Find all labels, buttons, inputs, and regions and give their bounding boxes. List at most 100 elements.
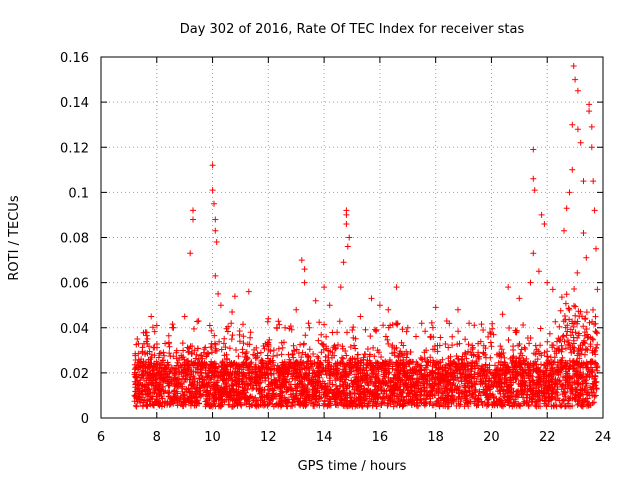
roti-point xyxy=(390,398,397,405)
roti-point xyxy=(424,393,431,399)
roti-point xyxy=(144,386,151,393)
roti-point xyxy=(486,375,493,382)
roti-point xyxy=(581,376,588,383)
roti-point xyxy=(286,356,293,363)
roti-point xyxy=(340,259,347,266)
roti-point xyxy=(449,342,456,349)
roti-point xyxy=(450,396,457,403)
roti-point xyxy=(157,372,164,378)
roti-point xyxy=(498,346,505,353)
roti-point xyxy=(214,382,221,389)
roti-point xyxy=(222,379,229,386)
roti-point xyxy=(174,359,181,366)
roti-point xyxy=(506,325,513,331)
roti-point xyxy=(270,353,277,360)
roti-point xyxy=(590,306,596,313)
roti-point xyxy=(299,383,306,390)
roti-point xyxy=(291,365,298,372)
roti-point xyxy=(581,337,587,344)
roti-point xyxy=(571,379,578,386)
roti-point xyxy=(206,322,213,329)
chart-title: Day 302 of 2016, Rate Of TEC Index for r… xyxy=(180,22,525,37)
roti-point xyxy=(166,368,173,375)
roti-point xyxy=(478,378,485,385)
roti-point xyxy=(291,347,298,354)
roti-point xyxy=(334,385,341,392)
y-tick-label: 0 xyxy=(81,412,89,427)
grid-lines xyxy=(101,57,603,418)
roti-point xyxy=(563,363,570,369)
roti-point xyxy=(444,385,451,392)
roti-point xyxy=(463,392,470,399)
roti-point xyxy=(415,403,422,410)
roti-point xyxy=(133,341,140,348)
roti-point xyxy=(233,392,239,399)
roti-point xyxy=(217,302,224,309)
roti-point xyxy=(208,327,215,334)
roti-point xyxy=(282,324,289,331)
roti-point xyxy=(275,318,282,325)
roti-point xyxy=(422,376,429,383)
roti-point xyxy=(261,345,268,352)
roti-point xyxy=(360,385,367,392)
roti-point xyxy=(541,388,548,395)
roti-point xyxy=(385,340,392,347)
roti-point xyxy=(554,359,561,365)
roti-point xyxy=(293,306,300,313)
roti-point xyxy=(304,385,311,392)
roti-point xyxy=(270,391,277,397)
roti-point xyxy=(246,341,253,348)
roti-point xyxy=(580,230,587,236)
roti-point xyxy=(142,361,149,368)
roti-point xyxy=(321,284,328,291)
roti-point xyxy=(420,372,427,379)
roti-point xyxy=(212,272,219,279)
roti-point xyxy=(339,354,345,361)
roti-point xyxy=(454,341,461,348)
roti-point xyxy=(344,398,351,405)
roti-point xyxy=(389,363,396,370)
roti-point xyxy=(163,374,170,381)
roti-point xyxy=(547,371,554,378)
roti-point xyxy=(498,384,505,391)
roti-point xyxy=(587,384,593,391)
roti-point xyxy=(170,353,177,360)
roti-point xyxy=(498,353,505,360)
roti-point xyxy=(368,295,375,302)
roti-point xyxy=(290,342,297,349)
roti-point xyxy=(429,324,436,331)
roti-point xyxy=(266,336,273,343)
roti-point xyxy=(250,397,257,404)
roti-point xyxy=(284,398,291,405)
roti-point xyxy=(520,370,527,377)
roti-point xyxy=(402,373,409,380)
roti-point xyxy=(185,397,192,404)
roti-point xyxy=(275,345,282,352)
roti-point xyxy=(321,380,328,387)
roti-point xyxy=(161,362,168,369)
roti-point xyxy=(435,387,442,394)
roti-point xyxy=(198,369,205,376)
roti-point xyxy=(396,402,403,409)
roti-point xyxy=(236,338,243,345)
roti-point xyxy=(560,318,567,325)
roti-point xyxy=(435,370,442,377)
roti-point xyxy=(520,357,527,364)
roti-point xyxy=(386,357,393,363)
roti-point xyxy=(232,397,239,404)
roti-point xyxy=(484,364,491,371)
roti-point xyxy=(253,403,260,410)
roti-point xyxy=(289,402,296,409)
roti-point xyxy=(188,381,195,388)
roti-point xyxy=(448,373,455,380)
roti-point xyxy=(276,395,283,402)
roti-point xyxy=(166,401,173,408)
roti-point xyxy=(575,308,582,315)
roti-point xyxy=(389,321,396,328)
roti-point xyxy=(225,394,232,401)
roti-point xyxy=(583,402,590,409)
roti-point xyxy=(135,394,142,401)
roti-point xyxy=(208,344,215,350)
roti-point xyxy=(396,364,403,371)
roti-point xyxy=(181,392,187,399)
